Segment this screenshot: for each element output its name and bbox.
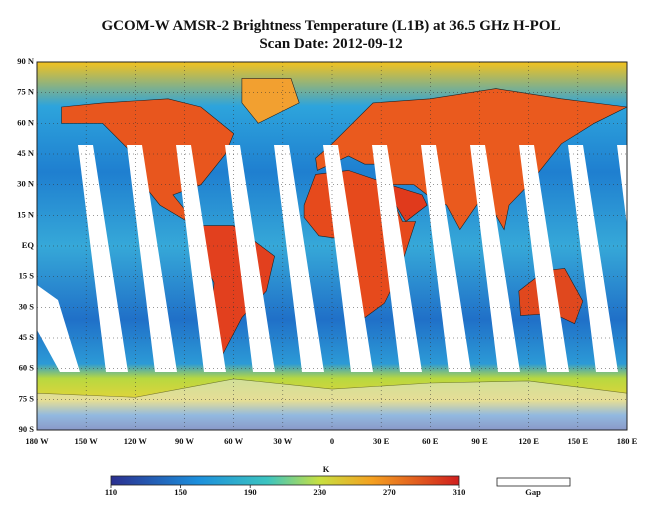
colorbar-tick-label: 110 — [105, 487, 117, 497]
colorbar-tick-label: 190 — [244, 487, 257, 497]
lon-label: 180 W — [25, 436, 49, 446]
lat-label: 90 N — [17, 56, 35, 66]
lon-label: 90 W — [175, 436, 194, 446]
lat-label: 45 S — [19, 332, 35, 342]
gap-swath — [37, 285, 80, 372]
lat-label: 15 S — [19, 271, 35, 281]
gap-swath — [470, 145, 520, 372]
gap-swath — [323, 145, 373, 372]
subtitle: Scan Date: 2012-09-12 — [259, 36, 402, 52]
gap-swath — [225, 145, 275, 372]
lon-label: 120 E — [518, 436, 539, 446]
gap-swath — [372, 145, 422, 372]
colorbar-tick-label: 150 — [174, 487, 187, 497]
map-frame — [36, 61, 628, 431]
lat-label: 60 N — [17, 117, 35, 127]
lat-label: 30 S — [19, 301, 35, 311]
gap-swatch — [496, 477, 571, 487]
lon-label: 0 — [330, 436, 334, 446]
gap-swath — [568, 145, 618, 372]
lon-label: 60 W — [224, 436, 243, 446]
lat-label: 75 N — [17, 87, 35, 97]
gap-swath — [617, 145, 627, 227]
gap-swath — [78, 145, 128, 372]
lat-label: 60 S — [19, 363, 35, 373]
axis-labels: 90 N 75 N 60 N 45 N 30 N 15 N EQ 15 S 30 S 45 S 60… — [17, 56, 637, 446]
colorbar-tick-label: 270 — [383, 487, 396, 497]
lat-label: 45 N — [17, 148, 35, 158]
gap-swath — [519, 145, 569, 372]
lon-label: 180 E — [617, 436, 638, 446]
lat-label: 75 S — [19, 393, 35, 403]
lon-label: 150 W — [75, 436, 99, 446]
lat-label: 15 N — [17, 209, 35, 219]
lon-label: 60 E — [422, 436, 439, 446]
gap-label: Gap — [525, 487, 541, 497]
gap-swath — [274, 145, 324, 372]
gap-swath — [421, 145, 471, 372]
lon-label: 150 E — [568, 436, 589, 446]
lon-label: 90 E — [471, 436, 488, 446]
colorbar-label: K — [323, 464, 330, 474]
colorbar-tick-label: 310 — [453, 487, 466, 497]
lat-label: EQ — [22, 240, 35, 250]
colorbar — [110, 475, 460, 486]
lat-label: 90 S — [19, 424, 35, 434]
colorbar-tick-label: 230 — [313, 487, 326, 497]
lon-label: 30 W — [273, 436, 292, 446]
gap-swath — [127, 145, 177, 372]
lon-label: 120 W — [124, 436, 148, 446]
lat-label: 30 N — [17, 179, 35, 189]
lon-label: 30 E — [373, 436, 390, 446]
map — [37, 62, 627, 430]
landmass — [37, 378, 627, 430]
title: GCOM-W AMSR-2 Brightness Temperature (L1… — [101, 18, 560, 34]
gap-swath — [176, 145, 226, 372]
